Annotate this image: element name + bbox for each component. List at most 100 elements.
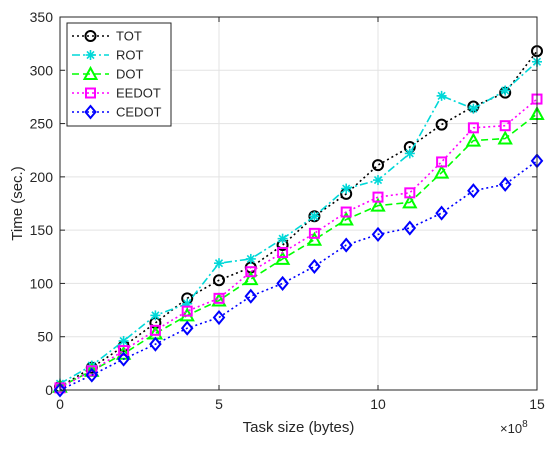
data-point-dot [306, 231, 323, 246]
legend-label: ROT [116, 48, 144, 63]
data-point-eedot [245, 266, 257, 278]
marker-stroke [405, 149, 414, 158]
data-point-rot [436, 90, 447, 101]
data-point-eedot [372, 191, 384, 203]
data-point-eedot [213, 292, 225, 304]
data-point-eedot [499, 120, 511, 132]
data-point-eedot [308, 227, 320, 239]
y-tick-label: 200 [30, 169, 54, 185]
data-point-cedot [403, 220, 417, 236]
y-tick-label: 350 [30, 9, 54, 25]
data-point-cedot [435, 205, 448, 221]
y-tick-label: 100 [30, 275, 54, 291]
data-point-dot [243, 271, 259, 286]
y-tick-label: 0 [45, 382, 53, 398]
legend-marker [84, 30, 97, 42]
series-eedot [54, 93, 543, 394]
data-point-rot [245, 253, 256, 264]
data-point-eedot [181, 305, 193, 317]
plot-frame [59, 16, 538, 391]
legend-marker [85, 87, 96, 99]
series-line-eedot [59, 98, 538, 389]
data-point-eedot [436, 156, 448, 168]
marker-stroke [373, 175, 383, 185]
x-tick-label: 15 [529, 396, 545, 412]
data-point-eedot [277, 247, 289, 259]
data-point-rot [404, 148, 415, 159]
legend-label: CEDOT [116, 105, 162, 120]
marker-stroke [214, 259, 224, 268]
marker-stroke [151, 311, 160, 320]
data-point-cedot [180, 320, 194, 336]
data-point-rot [373, 175, 383, 186]
data-point-dot [497, 130, 513, 145]
data-point-rot [118, 335, 129, 346]
series-cedot [53, 153, 544, 398]
marker-stroke [437, 91, 446, 100]
y-tick-label: 300 [30, 62, 54, 78]
series-line-dot [59, 113, 538, 388]
x-exponent-power: 8 [522, 419, 528, 430]
data-point-cedot [244, 288, 258, 304]
data-point-cedot [308, 258, 321, 274]
data-point-cedot [276, 275, 289, 291]
marker-stroke [342, 184, 351, 193]
legend-marker [85, 50, 96, 60]
marker-stroke [278, 234, 287, 243]
legend-label: EEDOT [116, 86, 161, 101]
data-point-rot [214, 258, 224, 269]
marker-stroke [310, 212, 319, 221]
data-point-cedot [53, 382, 67, 398]
data-point-cedot [467, 183, 480, 199]
series-line-tot [59, 50, 538, 388]
data-point-rot [309, 211, 320, 222]
legend-marker [82, 65, 99, 80]
legend-label: DOT [116, 67, 144, 82]
x-tick-label: 10 [370, 396, 386, 412]
data-point-eedot [404, 187, 416, 199]
legend: TOT ROT DOT EEDOT CEDOT [66, 22, 172, 127]
data-point-rot [341, 183, 352, 194]
y-tick-label: 250 [30, 116, 54, 132]
legend-label: TOT [116, 29, 142, 44]
y-tick-label: 150 [30, 222, 54, 238]
marker-stroke [501, 86, 510, 95]
data-point-eedot [340, 206, 352, 218]
data-point-cedot [498, 176, 512, 192]
marker-stroke [119, 336, 128, 346]
data-point-dot [370, 197, 386, 212]
data-point-cedot [339, 237, 353, 253]
data-point-dot [433, 164, 450, 179]
legend-item-eedot: EEDOT [72, 86, 161, 101]
data-point-dot [274, 250, 291, 265]
marker-stroke [469, 104, 478, 113]
data-point-eedot [149, 324, 161, 336]
data-point-rot [500, 85, 511, 96]
series-line-rot [59, 61, 538, 385]
series-group [52, 45, 545, 398]
marker-stroke [86, 50, 95, 60]
data-point-tot [435, 118, 448, 131]
data-point-eedot [118, 345, 130, 357]
legend-item-dot: DOT [72, 65, 144, 82]
marker-stroke [246, 254, 255, 264]
y-tick-label: 50 [37, 329, 53, 345]
legend-marker [84, 104, 97, 120]
data-point-dot [402, 194, 418, 209]
legend-item-cedot: CEDOT [72, 104, 162, 120]
data-point-rot [150, 310, 161, 321]
data-point-rot [468, 103, 479, 114]
legend-item-rot: ROT [72, 48, 144, 63]
data-point-rot [277, 233, 288, 244]
x-exponent-base: ×10 [500, 421, 522, 436]
x-axis-label: Task size (bytes) [243, 419, 355, 436]
x-axis-exponent: ×108 [500, 419, 528, 436]
x-tick-label: 5 [215, 396, 223, 412]
y-axis-label: Time (sec.) [9, 166, 26, 240]
data-point-dot [211, 292, 227, 307]
data-point-tot [213, 274, 225, 287]
data-point-cedot [117, 351, 130, 367]
